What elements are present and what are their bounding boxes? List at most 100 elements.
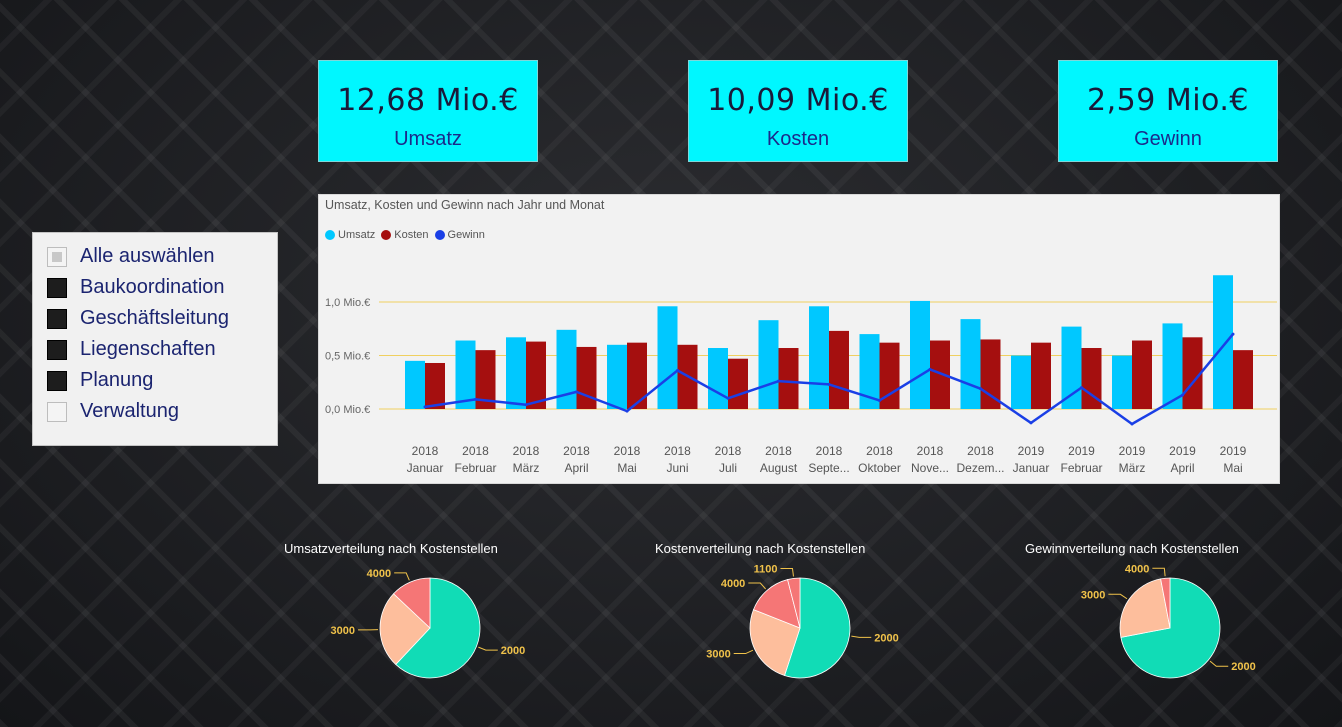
- pie-slice-4000[interactable]: [1160, 577, 1171, 629]
- bar-umsatz[interactable]: [405, 360, 425, 409]
- bar-kosten[interactable]: [1233, 350, 1253, 409]
- kpi-card-gewinn[interactable]: 2,59 Mio.€ Gewinn: [1058, 60, 1278, 162]
- pie-chart-umsatz[interactable]: 2000 3000 4000: [320, 560, 540, 710]
- x-tick-month: Dezem...: [956, 461, 1004, 475]
- bar-umsatz[interactable]: [910, 300, 930, 409]
- pie-slice-3000[interactable]: [1119, 578, 1171, 638]
- legend-item-kosten[interactable]: Kosten: [381, 229, 429, 241]
- legend-item-gewinn[interactable]: Gewinn: [434, 229, 485, 241]
- pie-leader-line: [748, 582, 766, 590]
- kpi-label-umsatz: Umsatz: [394, 128, 462, 150]
- bar-kosten[interactable]: [1031, 342, 1051, 409]
- bar-kosten[interactable]: [778, 348, 799, 409]
- bar-umsatz[interactable]: [506, 337, 526, 409]
- legend-dot-icon: [434, 230, 445, 240]
- bar-umsatz[interactable]: [1213, 275, 1233, 409]
- bar-kosten[interactable]: [829, 330, 849, 409]
- slicer-item-geschaeftsleitung[interactable]: Geschäftsleitung: [47, 303, 277, 334]
- point-gewinn[interactable]: [1080, 386, 1083, 390]
- pie-slice-3000[interactable]: [379, 593, 431, 666]
- bar-kosten[interactable]: [425, 362, 445, 409]
- pie-slice-1100[interactable]: [787, 577, 801, 629]
- bar-kosten[interactable]: [1081, 348, 1102, 409]
- pie-slice-4000[interactable]: [392, 577, 431, 629]
- legend-dot-icon: [325, 230, 335, 240]
- pie-slice-2000[interactable]: [784, 577, 851, 679]
- point-gewinn[interactable]: [1181, 393, 1184, 397]
- point-gewinn[interactable]: [676, 368, 679, 372]
- x-tick-month: Mai: [1223, 461, 1242, 475]
- x-tick-year: 2018: [412, 444, 439, 458]
- point-gewinn[interactable]: [928, 367, 932, 371]
- pie-leader-line: [1209, 660, 1229, 667]
- x-tick-month: Oktober: [858, 461, 901, 475]
- bar-kosten[interactable]: [627, 342, 647, 409]
- x-tick-year: 2018: [917, 444, 944, 458]
- bar-umsatz[interactable]: [859, 334, 880, 409]
- pie-chart-gewinn[interactable]: 2000 3000 4000: [1060, 560, 1280, 710]
- combo-chart-plot: 1,0 Mio.€ 0,5 Mio.€ 0,0 Mio.€ 2018 Januar 201…: [325, 275, 1277, 475]
- point-gewinn[interactable]: [474, 397, 477, 401]
- pie-slice-2000[interactable]: [1120, 577, 1221, 679]
- checkbox-checked-icon[interactable]: [47, 339, 67, 360]
- bar-kosten[interactable]: [526, 341, 546, 409]
- pie-label-4000: 4000: [721, 578, 745, 590]
- bar-kosten[interactable]: [930, 340, 950, 409]
- slicer-item-label: Planung: [80, 369, 154, 391]
- point-gewinn[interactable]: [524, 403, 528, 407]
- bar-umsatz[interactable]: [1112, 355, 1132, 410]
- point-gewinn[interactable]: [575, 390, 578, 394]
- slicer-item-baukoordination[interactable]: Baukoordination: [47, 272, 277, 303]
- point-gewinn[interactable]: [1130, 422, 1134, 426]
- bar-kosten[interactable]: [728, 358, 748, 409]
- x-tick-month: April: [564, 461, 588, 475]
- bar-umsatz[interactable]: [657, 306, 678, 409]
- pie-label-2000: 2000: [1231, 661, 1255, 673]
- checkbox-partial-icon[interactable]: [47, 246, 67, 267]
- point-gewinn[interactable]: [1231, 332, 1235, 336]
- bar-kosten[interactable]: [980, 339, 1001, 409]
- bar-umsatz[interactable]: [758, 320, 779, 409]
- point-gewinn[interactable]: [726, 396, 730, 400]
- kpi-label-kosten: Kosten: [766, 128, 830, 150]
- slicer-item-label: Alle auswählen: [80, 245, 215, 267]
- bar-kosten[interactable]: [1182, 337, 1203, 409]
- bar-umsatz[interactable]: [809, 306, 829, 409]
- pie-slice-3000[interactable]: [749, 609, 801, 677]
- bar-umsatz[interactable]: [455, 340, 476, 409]
- bar-umsatz[interactable]: [1061, 326, 1082, 409]
- kpi-card-kosten[interactable]: 10,09 Mio.€ Kosten: [688, 60, 908, 162]
- x-tick-year: 2018: [614, 444, 641, 458]
- kpi-card-umsatz[interactable]: 12,68 Mio.€ Umsatz: [318, 60, 538, 162]
- checkbox-checked-icon[interactable]: [47, 308, 67, 329]
- combo-chart-umsatz-kosten-gewinn[interactable]: Umsatz, Kosten und Gewinn nach Jahr und …: [318, 194, 1280, 484]
- bar-umsatz[interactable]: [1011, 355, 1031, 410]
- slicer-item-planung[interactable]: Planung: [47, 365, 277, 396]
- pie-chart-kosten[interactable]: 2000 3000 4000 1100: [690, 560, 910, 710]
- legend-item-umsatz[interactable]: Umsatz: [325, 229, 375, 241]
- bar-kosten[interactable]: [1132, 340, 1152, 409]
- point-gewinn[interactable]: [423, 405, 427, 409]
- slicer-item-alle-auswaehlen[interactable]: Alle auswählen: [47, 241, 277, 272]
- checkbox-checked-icon[interactable]: [47, 370, 67, 391]
- point-gewinn[interactable]: [827, 382, 831, 386]
- bar-umsatz[interactable]: [556, 329, 577, 409]
- checkbox-unchecked-icon[interactable]: [47, 401, 67, 422]
- point-gewinn[interactable]: [625, 409, 629, 413]
- point-gewinn[interactable]: [777, 379, 780, 383]
- chart-title: Umsatz, Kosten und Gewinn nach Jahr und …: [325, 198, 605, 212]
- bar-umsatz[interactable]: [1162, 323, 1183, 409]
- slicer-item-verwaltung[interactable]: Verwaltung: [47, 396, 277, 427]
- checkbox-checked-icon[interactable]: [47, 277, 67, 298]
- bar-umsatz[interactable]: [607, 344, 627, 409]
- point-gewinn[interactable]: [979, 387, 982, 391]
- slicer-item-liegenschaften[interactable]: Liegenschaften: [47, 334, 277, 365]
- bar-umsatz[interactable]: [708, 348, 728, 409]
- bar-kosten[interactable]: [475, 350, 496, 409]
- bar-umsatz[interactable]: [960, 319, 981, 409]
- point-gewinn[interactable]: [1029, 421, 1033, 425]
- point-gewinn[interactable]: [878, 398, 881, 402]
- x-tick-month: Januar: [407, 461, 444, 475]
- x-tick-month: Mai: [617, 461, 636, 475]
- pie-slice-2000[interactable]: [395, 577, 481, 679]
